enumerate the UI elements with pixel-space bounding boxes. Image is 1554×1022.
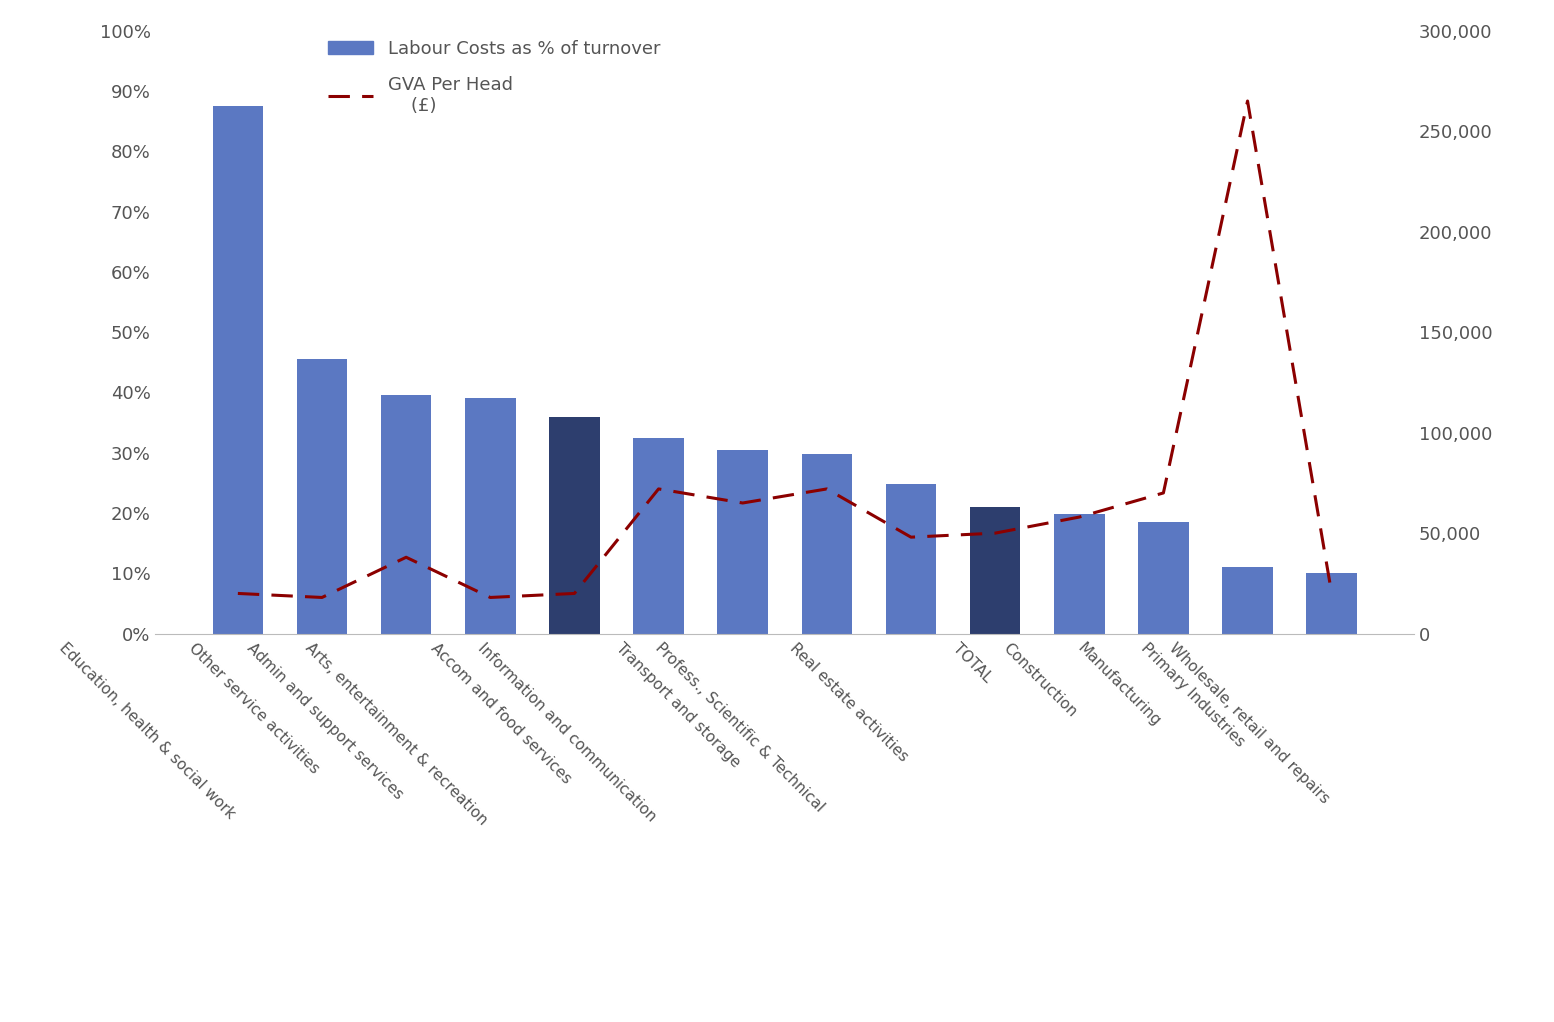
Bar <box>213 106 263 634</box>
Bar <box>465 399 516 634</box>
Legend: Labour Costs as % of turnover, GVA Per Head
    (£): Labour Costs as % of turnover, GVA Per H… <box>328 40 660 114</box>
Bar <box>297 360 347 634</box>
Bar <box>381 396 432 634</box>
Bar <box>970 507 1021 634</box>
Bar <box>634 437 684 634</box>
Bar <box>1138 522 1189 634</box>
Bar <box>1223 567 1273 634</box>
Bar <box>1307 573 1357 634</box>
Bar <box>802 454 852 634</box>
Bar <box>1054 514 1105 634</box>
Bar <box>549 417 600 634</box>
Bar <box>718 450 768 634</box>
Bar <box>886 484 936 634</box>
